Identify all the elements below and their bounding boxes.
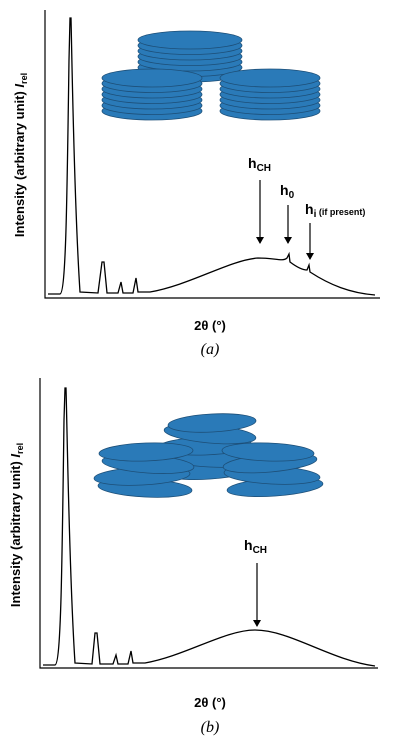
diffraction-curve <box>48 17 376 296</box>
disc <box>101 68 203 88</box>
ann-sub: i <box>314 209 317 220</box>
ann-main: h <box>280 182 289 198</box>
disc <box>219 68 321 88</box>
disc <box>167 413 257 433</box>
disc-stacks <box>93 413 324 498</box>
y-label-symbol: I <box>12 84 27 88</box>
annotation: hCH <box>248 155 271 174</box>
disc-stacks <box>101 30 321 121</box>
ann-sub: CH <box>257 163 271 174</box>
y-label-symbol: I <box>8 454 23 458</box>
y-axis-label: Intensity (arbitrary unit) Irel <box>8 443 25 607</box>
y-label-text: Intensity (arbitrary unit) <box>12 88 27 238</box>
annotation: hi (if present) <box>305 201 365 220</box>
y-label-sub: rel <box>19 73 29 84</box>
ann-main: h <box>244 537 253 553</box>
annotation: h0 <box>280 182 295 201</box>
y-label-text: Intensity (arbitrary unit) <box>8 458 23 608</box>
disc <box>98 442 194 462</box>
ann-main: h <box>248 155 257 171</box>
ann-note: (if present) <box>316 207 365 217</box>
y-axis-label: Intensity (arbitrary unit) Irel <box>12 73 29 237</box>
annotation: hCH <box>244 537 267 556</box>
caption: (a) <box>201 341 220 358</box>
ann-main: h <box>305 201 314 217</box>
caption: (b) <box>201 719 220 736</box>
x-axis-label: 2θ (°) <box>194 318 226 333</box>
axes <box>44 10 380 299</box>
disc <box>221 442 315 462</box>
ann-sub: 0 <box>289 190 295 201</box>
x-axis-label: 2θ (°) <box>194 695 226 710</box>
diffraction-curve <box>43 387 376 667</box>
axes <box>39 378 378 669</box>
y-label-sub: rel <box>15 443 25 454</box>
ann-sub: CH <box>253 545 267 556</box>
disc <box>137 30 243 50</box>
